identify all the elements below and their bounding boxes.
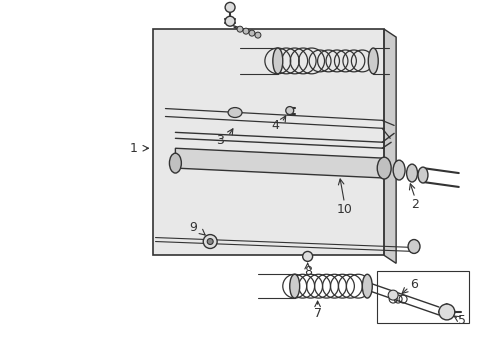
Circle shape [224, 16, 235, 26]
Polygon shape [152, 29, 384, 255]
Ellipse shape [376, 157, 390, 179]
Text: 6: 6 [409, 278, 417, 291]
Circle shape [248, 30, 254, 36]
Ellipse shape [285, 107, 293, 114]
Text: 10: 10 [336, 203, 352, 216]
Ellipse shape [367, 48, 377, 74]
Ellipse shape [289, 274, 299, 298]
Circle shape [207, 239, 213, 244]
Ellipse shape [272, 48, 282, 74]
Text: 1: 1 [129, 142, 137, 155]
Circle shape [237, 26, 243, 32]
Text: 7: 7 [313, 307, 321, 320]
Ellipse shape [362, 274, 371, 298]
Ellipse shape [406, 164, 417, 182]
Circle shape [254, 32, 261, 38]
Polygon shape [384, 29, 395, 264]
Polygon shape [175, 148, 384, 178]
Circle shape [387, 290, 397, 300]
Text: 4: 4 [270, 119, 278, 132]
Ellipse shape [392, 160, 404, 180]
Ellipse shape [169, 153, 181, 173]
Circle shape [438, 304, 454, 320]
Ellipse shape [407, 239, 419, 253]
Text: 5: 5 [457, 314, 465, 327]
Circle shape [243, 28, 248, 34]
Text: 9: 9 [189, 221, 197, 234]
Circle shape [302, 251, 312, 261]
Text: 2: 2 [410, 198, 418, 211]
Text: 8: 8 [303, 265, 311, 278]
Text: 3: 3 [216, 134, 224, 147]
Ellipse shape [227, 108, 242, 117]
Circle shape [224, 3, 235, 12]
Ellipse shape [417, 167, 427, 183]
Bar [376, 271, 468, 323]
Circle shape [203, 235, 217, 248]
